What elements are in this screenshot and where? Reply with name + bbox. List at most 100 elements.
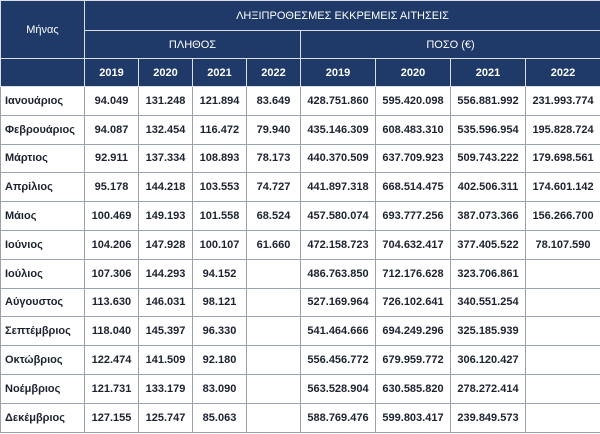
year-header: 2020 — [138, 58, 193, 87]
value-cell: 387.073.366 — [450, 201, 526, 231]
value-cell: 101.558 — [192, 201, 247, 231]
value-cell — [524, 258, 600, 289]
month-cell: Νοέμβριος — [0, 373, 85, 404]
month-cell: Ιούλιος — [0, 258, 85, 289]
value-cell — [246, 373, 301, 404]
value-cell: 149.193 — [138, 201, 193, 231]
value-cell: 133.179 — [138, 373, 193, 404]
quantity-header: ΠΛΗΘΟΣ — [84, 30, 301, 59]
year-header: 2019 — [300, 58, 376, 87]
value-cell: 108.893 — [192, 143, 247, 174]
year-header: 2020 — [375, 58, 451, 87]
table-row: Φεβρουάριος 94.087 132.454 116.472 79.940 435… — [0, 114, 600, 145]
value-cell: 509.743.222 — [450, 143, 526, 174]
table-row: Σεπτέμβριος 118.040 145.397 96.330 541.464.6… — [0, 316, 600, 347]
month-header: Μήνας — [0, 0, 85, 59]
value-cell: 100.107 — [192, 229, 247, 260]
value-cell — [524, 373, 600, 404]
month-cell: Οκτώβριος — [0, 345, 85, 375]
month-cell: Σεπτέμβριος — [0, 316, 85, 347]
value-cell: 179.698.561 — [524, 143, 600, 174]
value-cell — [524, 287, 600, 318]
value-cell: 95.178 — [84, 172, 139, 203]
value-cell: 94.152 — [192, 258, 247, 289]
value-cell: 239.849.573 — [450, 402, 526, 433]
amount-header: ΠΟΣΟ (€) — [299, 30, 600, 59]
month-cell: Απρίλιος — [0, 172, 85, 203]
value-cell: 435.146.309 — [300, 114, 376, 145]
value-cell: 132.454 — [138, 114, 193, 145]
year-header: 2021 — [450, 58, 526, 87]
value-cell: 563.528.904 — [300, 373, 376, 404]
table-row: Οκτώβριος 122.474 141.509 92.180 556.456.772… — [0, 345, 600, 375]
value-cell: 145.397 — [138, 316, 193, 347]
value-cell: 61.660 — [246, 229, 301, 260]
value-cell: 96.330 — [192, 316, 247, 347]
month-cell: Ιανουάριος — [0, 86, 85, 116]
year-header: 2019 — [84, 58, 139, 87]
value-cell: 486.763.850 — [300, 258, 376, 289]
value-cell: 85.063 — [192, 402, 247, 433]
value-cell: 440.370.509 — [300, 143, 376, 174]
table-row: Μάιος 100.469 149.193 101.558 68.524 457.580.… — [0, 201, 600, 231]
table-row: Νοέμβριος 121.731 133.179 83.090 563.528.904… — [0, 373, 600, 404]
value-cell: 92.180 — [192, 345, 247, 375]
value-cell: 94.049 — [84, 86, 139, 116]
value-cell: 137.334 — [138, 143, 193, 174]
value-cell: 79.940 — [246, 114, 301, 145]
value-cell: 556.456.772 — [300, 345, 376, 375]
value-cell: 712.176.628 — [375, 258, 451, 289]
value-cell: 98.121 — [192, 287, 247, 318]
table-row: Αύγουστος 113.630 146.031 98.121 527.169.964… — [0, 287, 600, 318]
value-cell: 608.483.310 — [375, 114, 451, 145]
value-cell: 599.803.417 — [375, 402, 451, 433]
value-cell: 121.894 — [192, 86, 247, 116]
value-cell — [524, 316, 600, 347]
value-cell: 588.769.476 — [300, 402, 376, 433]
value-cell: 472.158.723 — [300, 229, 376, 260]
value-cell: 637.709.923 — [375, 143, 451, 174]
value-cell: 74.727 — [246, 172, 301, 203]
table-row: Ιανουάριος 94.049 131.248 121.894 83.649 428.… — [0, 86, 600, 116]
value-cell: 78.173 — [246, 143, 301, 174]
year-header: 2021 — [192, 58, 247, 87]
value-cell: 340.551.254 — [450, 287, 526, 318]
value-cell: 118.040 — [84, 316, 139, 347]
value-cell: 694.249.296 — [375, 316, 451, 347]
year-header: 2022 — [246, 58, 301, 87]
value-cell: 121.731 — [84, 373, 139, 404]
value-cell: 704.632.417 — [375, 229, 451, 260]
value-cell: 122.474 — [84, 345, 139, 375]
value-cell: 668.514.475 — [375, 172, 451, 203]
table-row: Μάρτιος 92.911 137.334 108.893 78.173 440.370… — [0, 143, 600, 174]
value-cell: 104.206 — [84, 229, 139, 260]
table-row: Ιούνιος 104.206 147.928 100.107 61.660 472.15… — [0, 229, 600, 260]
value-cell: 83.649 — [246, 86, 301, 116]
value-cell: 441.897.318 — [300, 172, 376, 203]
value-cell: 94.087 — [84, 114, 139, 145]
year-header: 2022 — [524, 58, 600, 87]
value-cell: 306.120.427 — [450, 345, 526, 375]
value-cell: 131.248 — [138, 86, 193, 116]
value-cell: 147.928 — [138, 229, 193, 260]
value-cell: 107.306 — [84, 258, 139, 289]
month-cell: Μάιος — [0, 201, 85, 231]
value-cell: 457.580.074 — [300, 201, 376, 231]
value-cell: 103.553 — [192, 172, 247, 203]
value-cell: 100.469 — [84, 201, 139, 231]
value-cell — [246, 287, 301, 318]
value-cell: 144.293 — [138, 258, 193, 289]
table-row: Δεκέμβριος 127.155 125.747 85.063 588.769.47… — [0, 402, 600, 433]
value-cell: 402.506.311 — [450, 172, 526, 203]
value-cell: 78.107.590 — [524, 229, 600, 260]
value-cell: 325.185.939 — [450, 316, 526, 347]
value-cell: 556.881.992 — [450, 86, 526, 116]
table-title: ΛΗΞΙΠΡΟΘΕΣΜΕΣ ΕΚΚΡΕΜΕΙΣ ΑΙΤΗΣΕΙΣ — [83, 0, 600, 31]
value-cell: 679.959.772 — [375, 345, 451, 375]
value-cell: 127.155 — [84, 402, 139, 433]
value-cell: 726.102.641 — [375, 287, 451, 318]
value-cell: 144.218 — [138, 172, 193, 203]
value-cell: 195.828.724 — [524, 114, 600, 145]
